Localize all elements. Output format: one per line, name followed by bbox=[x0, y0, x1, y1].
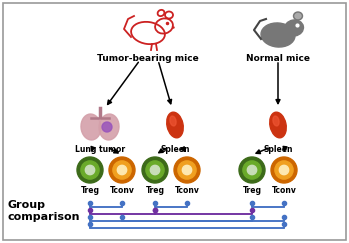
Circle shape bbox=[239, 157, 265, 183]
Text: Group
comparison: Group comparison bbox=[8, 200, 81, 222]
Text: Spleen: Spleen bbox=[263, 145, 293, 154]
Circle shape bbox=[271, 157, 297, 183]
Text: Treg: Treg bbox=[81, 186, 99, 195]
Ellipse shape bbox=[273, 116, 279, 126]
Circle shape bbox=[109, 157, 135, 183]
Ellipse shape bbox=[284, 20, 304, 36]
Ellipse shape bbox=[81, 114, 101, 140]
Text: Tumor-bearing mice: Tumor-bearing mice bbox=[97, 54, 199, 63]
Circle shape bbox=[275, 161, 293, 179]
Ellipse shape bbox=[294, 12, 303, 20]
Text: Normal mice: Normal mice bbox=[246, 54, 310, 63]
Circle shape bbox=[174, 157, 200, 183]
Text: Tconv: Tconv bbox=[174, 186, 199, 195]
Circle shape bbox=[77, 157, 103, 183]
Text: Tconv: Tconv bbox=[110, 186, 134, 195]
Ellipse shape bbox=[170, 116, 176, 126]
Ellipse shape bbox=[270, 112, 286, 138]
Text: Lung tumor: Lung tumor bbox=[75, 145, 125, 154]
Ellipse shape bbox=[167, 112, 183, 138]
Text: Treg: Treg bbox=[146, 186, 164, 195]
Text: Spleen: Spleen bbox=[160, 145, 190, 154]
Circle shape bbox=[113, 161, 131, 179]
Circle shape bbox=[182, 165, 192, 175]
Circle shape bbox=[150, 165, 160, 175]
Text: Tconv: Tconv bbox=[272, 186, 296, 195]
Ellipse shape bbox=[261, 23, 295, 47]
Circle shape bbox=[243, 161, 261, 179]
Circle shape bbox=[81, 161, 99, 179]
Circle shape bbox=[102, 122, 112, 132]
Circle shape bbox=[85, 165, 95, 175]
Circle shape bbox=[146, 161, 164, 179]
Ellipse shape bbox=[295, 14, 301, 18]
Text: Treg: Treg bbox=[243, 186, 261, 195]
Circle shape bbox=[142, 157, 168, 183]
Ellipse shape bbox=[99, 114, 119, 140]
Circle shape bbox=[279, 165, 289, 175]
Circle shape bbox=[117, 165, 127, 175]
Circle shape bbox=[247, 165, 257, 175]
Circle shape bbox=[178, 161, 196, 179]
